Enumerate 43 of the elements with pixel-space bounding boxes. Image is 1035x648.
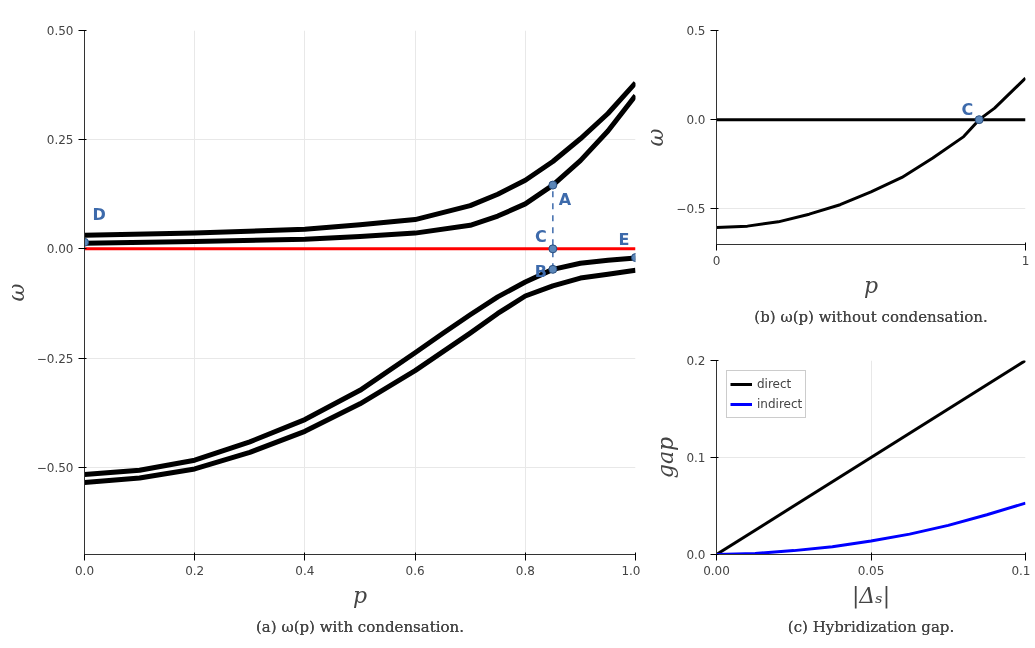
- x-tick-label: 0.1: [1011, 563, 1031, 578]
- x-axis-title: |Δₛ|: [851, 582, 891, 609]
- annotation: C: [535, 227, 547, 247]
- y-tick-label: −0.25: [36, 351, 74, 366]
- x-tick-label: 1: [1021, 253, 1030, 268]
- point: [548, 244, 558, 254]
- text: (b) ω(p) without condensation.: [754, 307, 988, 326]
- x-axis-title: p: [352, 582, 368, 608]
- x-tick-label: 0.2: [185, 563, 205, 578]
- annotation: E: [618, 230, 630, 250]
- y-tick-label: 0.5: [686, 24, 706, 38]
- annotation: A: [558, 189, 572, 209]
- x-tick-label: 1.0: [621, 563, 641, 578]
- x-tick-label: 0.00: [703, 563, 730, 578]
- point: [548, 180, 558, 190]
- x-tick-label: 0.6: [405, 563, 425, 578]
- y-tick-label: −0.5: [676, 202, 706, 217]
- annotation: C: [961, 100, 974, 120]
- y-tick-label: 0.1: [686, 451, 706, 465]
- x-tick-label: 0.8: [515, 563, 535, 578]
- y-tick-label: 0.0: [686, 113, 706, 128]
- y-axis-title: gap: [653, 436, 679, 479]
- y-tick-label: 0.25: [46, 133, 74, 148]
- y-axis-title: ω: [3, 283, 29, 302]
- x-tick-label: 0: [712, 253, 721, 268]
- x-axis-title: p: [863, 272, 879, 298]
- x-tick-label: 0.05: [857, 563, 885, 578]
- line-series: [716, 76, 1026, 230]
- legend-label: direct: [757, 377, 792, 391]
- y-tick-label: 0.50: [46, 24, 74, 38]
- text: (a) ω(p) with condensation.: [256, 617, 464, 636]
- y-tick-label: 0.00: [46, 242, 74, 257]
- text: (c) Hybridization gap.: [787, 617, 955, 636]
- y-tick-label: 0.2: [686, 354, 706, 368]
- annotation: D: [92, 204, 106, 224]
- annotation: B: [534, 261, 547, 281]
- x-tick-label: 0.4: [295, 563, 315, 578]
- y-tick-label: 0.0: [686, 548, 706, 562]
- y-axis-title: ω: [643, 128, 669, 147]
- legend-label: indirect: [757, 397, 803, 411]
- y-tick-label: −0.50: [36, 460, 74, 475]
- point: [548, 264, 558, 274]
- x-tick-label: 0.0: [74, 563, 95, 578]
